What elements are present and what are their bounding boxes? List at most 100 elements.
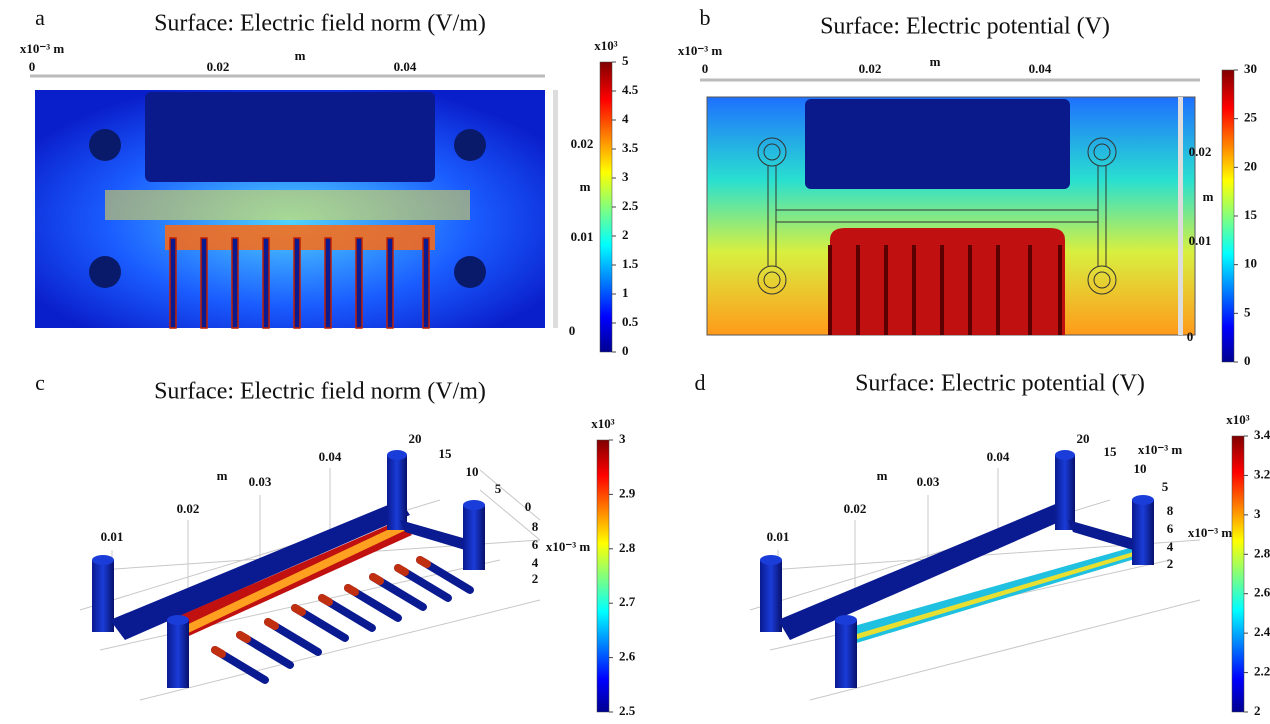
axis-tick-label: 0.02 <box>207 59 230 74</box>
axis-tick-label: 0.02 <box>1189 144 1212 159</box>
axis-tick-label: 0.01 <box>767 529 790 544</box>
colorbar-tick-label: 2.8 <box>1254 545 1270 560</box>
axis-tick-label: 0.03 <box>917 474 940 489</box>
colorbar-tick-label: 2.6 <box>1254 585 1270 600</box>
axis-title: m <box>930 54 941 69</box>
colorbar-tick-label: 1 <box>622 285 629 300</box>
colorbar-tick-label: 30 <box>1244 61 1257 76</box>
panel-title: Surface: Electric field norm (V/m) <box>154 11 486 37</box>
colorbar-tick-label: 0.5 <box>622 314 639 329</box>
colorbar <box>599 61 613 353</box>
colorbar <box>596 439 610 713</box>
axis-tick-label: 0.01 <box>571 229 594 244</box>
panel-label: d <box>695 370 706 395</box>
panel-label: a <box>35 5 45 30</box>
axis-unit: x10⁻³ m <box>20 41 65 56</box>
axis-tick-label: 0 <box>1187 329 1194 344</box>
colorbar-tick-label: 2 <box>622 227 629 242</box>
colorbar-tick-label: 15 <box>1244 207 1258 222</box>
colorbar-tick-label: 0 <box>622 343 629 358</box>
axis-title: m <box>580 179 591 194</box>
colorbar-tick-label: 2.9 <box>619 485 636 500</box>
colorbar-tick-label: 2 <box>1254 703 1261 718</box>
axis-line <box>553 90 558 328</box>
colorbar-tick-label: 3.4 <box>1254 427 1270 442</box>
colorbar-tick-label: 2.2 <box>1254 664 1270 679</box>
axis-unit: x10⁻³ m <box>678 43 723 58</box>
axis-tick-label: 8 <box>532 519 539 534</box>
colorbar-multiplier: x10³ <box>1226 412 1250 427</box>
colorbar-tick-label: 2.6 <box>619 649 636 664</box>
axis-tick-label: 6 <box>532 537 539 552</box>
panel-d: d Surface: Electric potential (V) 0.01 0… <box>695 370 1233 701</box>
colorbar-tick-label: 3 <box>619 431 626 446</box>
colorbar-tick-label: 25 <box>1244 110 1258 125</box>
axis-tick-label: 0.03 <box>249 474 272 489</box>
axis-tick-label: 20 <box>1077 431 1090 446</box>
colorbar-tick-label: 20 <box>1244 158 1257 173</box>
colorbar-tick-label: 5 <box>622 53 629 68</box>
colorbar-tick-label: 3.2 <box>1254 466 1270 481</box>
axis-tick-label: 0 <box>569 323 576 338</box>
axis-title: m <box>295 48 306 63</box>
colorbar-tick-label: 4 <box>622 111 629 126</box>
axis-unit: x10⁻³ m <box>546 539 591 554</box>
panel-c: c Surface: Electric field norm (V/m) 0.0… <box>35 370 591 701</box>
axis-tick-label: 0.02 <box>571 136 594 151</box>
axis-tick-label: 15 <box>439 446 453 461</box>
axis-tick-label: 10 <box>466 464 479 479</box>
axis-tick-label: 0.02 <box>859 61 882 76</box>
colorbar-tick-label: 3 <box>1254 506 1261 521</box>
colorbar-tick-label: 10 <box>1244 256 1257 271</box>
panel-title: Surface: Electric field norm (V/m) <box>154 379 486 405</box>
axis-tick-label: 6 <box>1167 521 1174 536</box>
axis-tick-label: 15 <box>1104 444 1118 459</box>
axis-tick-label: 0 <box>702 61 709 76</box>
axis-tick-label: 0.02 <box>177 501 200 516</box>
colorbar-multiplier: x10³ <box>591 416 615 431</box>
colorbar-tick-label: 0 <box>1244 353 1251 368</box>
axis-title: m <box>1203 189 1214 204</box>
axis-unit: x10⁻³ m <box>1188 525 1233 540</box>
panel-title: Surface: Electric potential (V) <box>820 14 1110 40</box>
colorbar-tick-label: 5 <box>1244 304 1251 319</box>
colorbar <box>1231 435 1245 713</box>
axis-tick-label: 20 <box>409 431 422 446</box>
axis-tick-label: 0.01 <box>1189 233 1212 248</box>
device-3d <box>92 450 485 688</box>
axis-tick-label: 5 <box>495 481 502 496</box>
channel <box>105 190 470 220</box>
axis-tick-label: 4 <box>1167 539 1174 554</box>
axis-tick-label: 10 <box>1134 461 1147 476</box>
panel-a: a Surface: Electric field norm (V/m) x10… <box>20 5 594 338</box>
outline <box>757 137 1117 295</box>
panel-label: b <box>700 5 711 30</box>
axis-title: m <box>217 468 228 483</box>
axis-tick-label: 5 <box>1162 479 1169 494</box>
grid <box>749 450 1201 701</box>
ports <box>89 129 486 288</box>
colorbar-tick-label: 2.5 <box>619 703 636 718</box>
axis-title: m <box>877 468 888 483</box>
electrodes <box>169 237 430 329</box>
colorbar-tick-label: 2.4 <box>1254 624 1270 639</box>
colorbar-tick-label: 3.5 <box>622 140 639 155</box>
axis-tick-label: 4 <box>532 555 539 570</box>
colorbar-multiplier: x10³ <box>594 38 618 53</box>
axis-tick-label: 0.04 <box>1029 61 1052 76</box>
colorbar-tick-label: 4.5 <box>622 82 639 97</box>
axis-tick-label: 0 <box>525 499 532 514</box>
axis-line <box>1178 97 1183 335</box>
reservoir <box>805 99 1070 189</box>
axis-tick-label: 0 <box>29 59 36 74</box>
hot-region <box>830 228 1065 335</box>
axis-tick-label: 0.02 <box>844 501 867 516</box>
colorbar <box>1221 69 1235 363</box>
panel-title: Surface: Electric potential (V) <box>855 371 1145 397</box>
axis-tick-label: 0.04 <box>319 449 342 464</box>
device-3d <box>760 450 1154 688</box>
colorbar-tick-label: 1.5 <box>622 256 639 271</box>
colorbar-tick-label: 3 <box>622 169 629 184</box>
axis-tick-label: 0.04 <box>987 449 1010 464</box>
